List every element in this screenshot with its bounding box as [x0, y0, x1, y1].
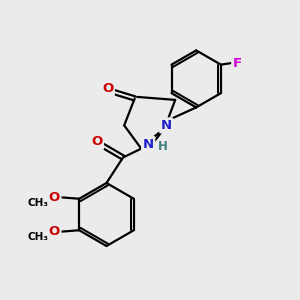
Text: H: H — [158, 140, 168, 154]
Text: O: O — [49, 191, 60, 204]
Text: N: N — [160, 119, 172, 132]
Text: N: N — [142, 137, 154, 151]
Text: O: O — [102, 82, 113, 95]
Text: O: O — [49, 225, 60, 238]
Text: O: O — [91, 135, 103, 148]
Text: CH₃: CH₃ — [28, 232, 49, 242]
Text: F: F — [233, 57, 242, 70]
Text: CH₃: CH₃ — [28, 198, 49, 208]
